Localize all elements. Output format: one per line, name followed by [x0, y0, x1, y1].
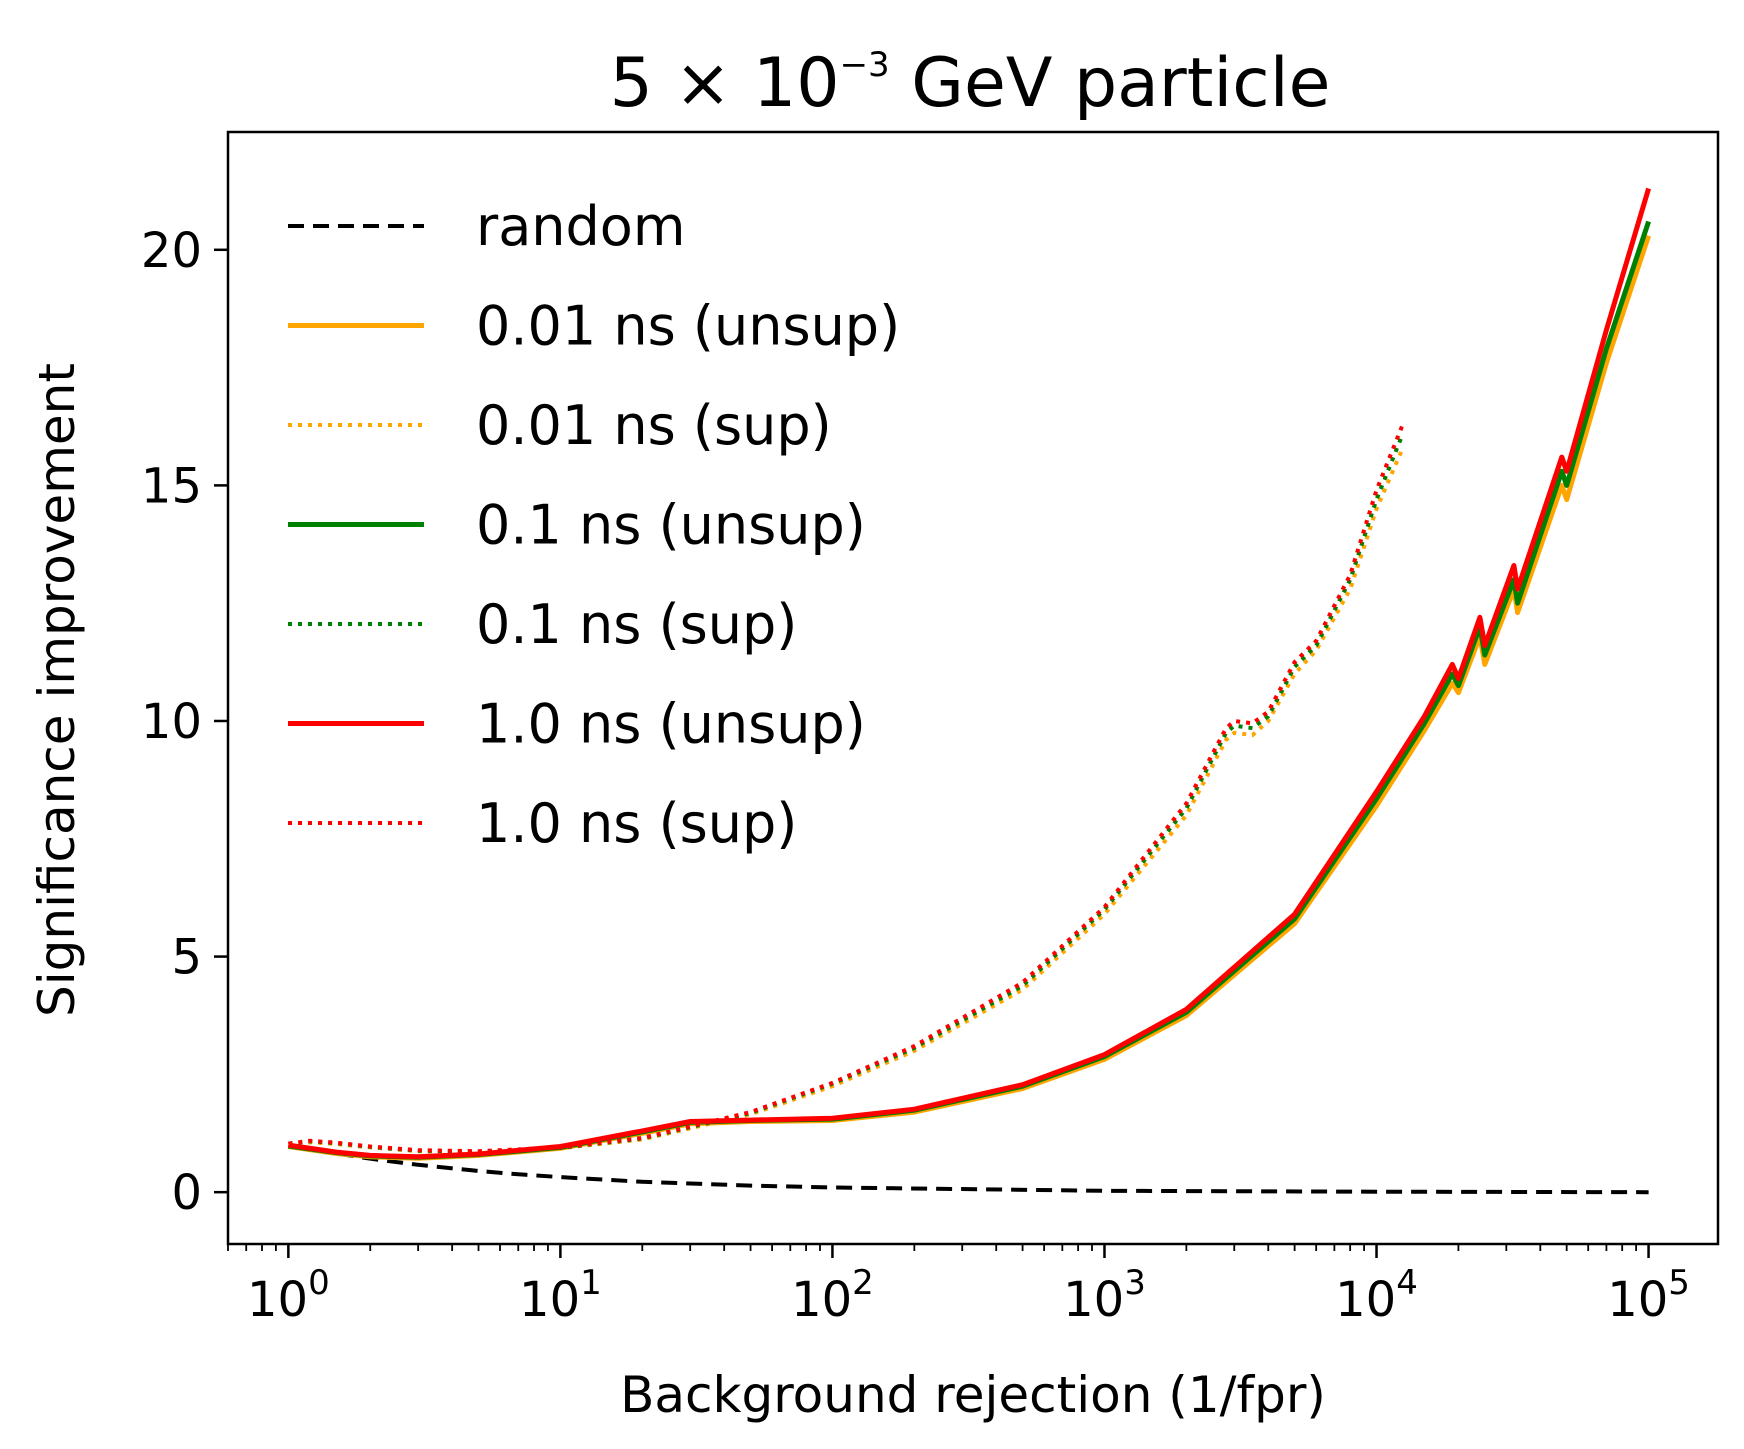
- y-tick-label: 10: [141, 694, 202, 750]
- y-tick-label: 20: [141, 223, 202, 279]
- legend: random 0.01 ns (unsup) 0.01 ns (sup) 0.1 ns…: [288, 195, 900, 855]
- legend-label-random: random: [476, 195, 685, 258]
- x-tick-label: 104: [1335, 1263, 1418, 1328]
- x-tick-label: 100: [247, 1263, 330, 1328]
- series-line-1-0-ns-sup: [288, 423, 1405, 1154]
- x-tick-label: 105: [1607, 1263, 1690, 1328]
- legend-label-0-1-ns-unsup: 0.1 ns (unsup): [476, 494, 866, 557]
- y-tick-label: 15: [141, 458, 202, 514]
- legend-label-1-0-ns-unsup: 1.0 ns (unsup): [476, 693, 866, 756]
- chart-title: 5 × 10−3 GeV particle: [610, 44, 1331, 123]
- legend-label-1-0-ns-sup: 1.0 ns (sup): [476, 792, 797, 855]
- legend-label-0-1-ns-sup: 0.1 ns (sup): [476, 593, 797, 656]
- legend-label-0-01-ns-unsup: 0.01 ns (unsup): [476, 295, 900, 358]
- y-axis-label: Significance improvement: [28, 363, 86, 1017]
- x-tick-label: 102: [791, 1263, 874, 1328]
- legend-label-0-01-ns-sup: 0.01 ns (sup): [476, 394, 832, 457]
- x-tick-label: 103: [1063, 1263, 1146, 1328]
- series-line-1-0-ns-unsup: [288, 187, 1651, 1160]
- y-tick-label: 5: [171, 930, 202, 986]
- y-tick-label: 0: [171, 1165, 202, 1221]
- y-axis-ticks: 0 5 10 15 20: [141, 223, 228, 1221]
- x-axis-label: Background rejection (1/fpr): [620, 1366, 1326, 1424]
- x-axis-ticks: 100 101 102 103 104 105: [227, 1244, 1690, 1328]
- x-tick-label: 101: [519, 1263, 602, 1328]
- axes-frame: [226, 130, 1720, 1246]
- series-layer: [288, 187, 1651, 1195]
